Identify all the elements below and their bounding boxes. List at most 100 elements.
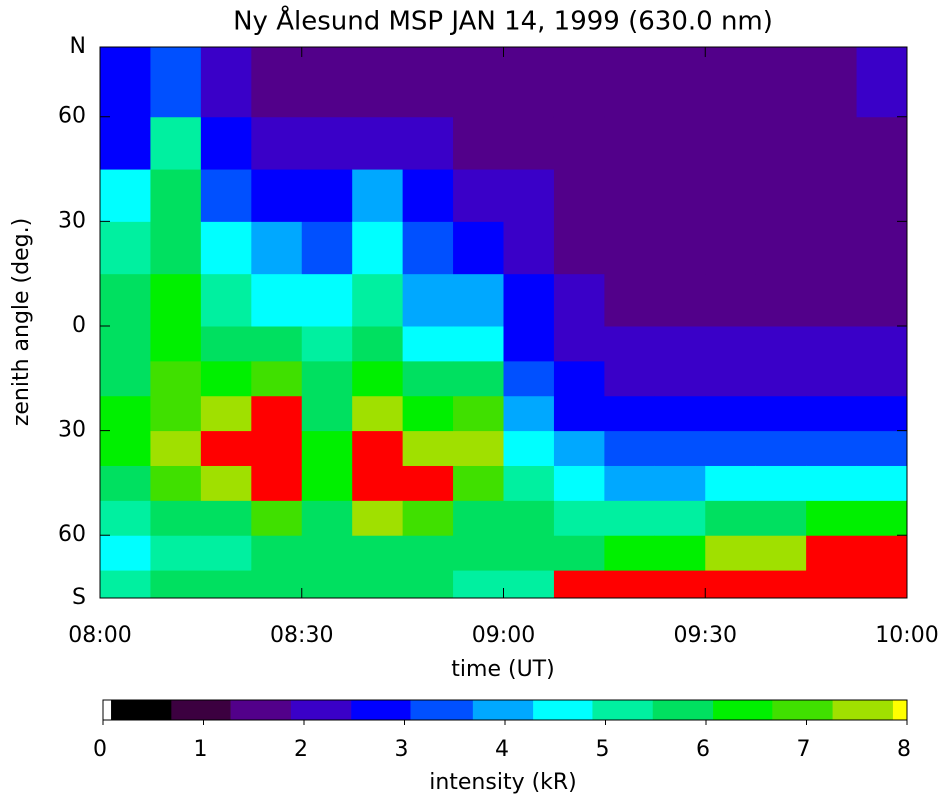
y-axis-label: zenith angle (deg.) <box>9 218 34 426</box>
heatmap-cell <box>200 395 252 432</box>
heatmap-cell <box>856 273 908 327</box>
heatmap-cell <box>503 465 555 501</box>
heatmap-cell <box>755 273 807 327</box>
heatmap-cell <box>100 169 151 222</box>
heatmap-cell <box>301 47 353 118</box>
heatmap-cell <box>856 47 908 118</box>
heatmap-cell <box>200 325 252 362</box>
heatmap-cell <box>301 169 353 222</box>
heatmap-cell <box>150 465 202 501</box>
heatmap-cell <box>705 535 757 571</box>
heatmap-cell <box>755 465 807 501</box>
heatmap-cell <box>654 47 706 118</box>
colorbar-tick-label: 6 <box>696 737 710 762</box>
heatmap-cell <box>755 395 807 432</box>
heatmap-cell <box>352 465 404 501</box>
heatmap-cell <box>755 325 807 362</box>
heatmap-cell <box>200 169 252 222</box>
heatmap-cell <box>806 325 858 362</box>
heatmap-cell <box>100 116 151 170</box>
heatmap-cell <box>301 273 353 327</box>
heatmap-cell <box>100 395 151 432</box>
heatmap-cell <box>251 570 303 599</box>
x-tick-label: 08:30 <box>270 623 333 648</box>
y-tick-label: N <box>70 34 86 59</box>
heatmap-cell <box>100 535 151 571</box>
heatmap-cell <box>604 465 656 501</box>
colorbar-swatch <box>230 700 292 720</box>
heatmap-cell <box>856 360 908 397</box>
heatmap-cell <box>806 273 858 327</box>
heatmap-cell <box>806 430 858 466</box>
heatmap-cell <box>251 535 303 571</box>
heatmap-cell <box>100 325 151 362</box>
colorbar-swatch <box>351 700 411 720</box>
heatmap-cell <box>200 465 252 501</box>
colorbar-swatch <box>892 700 908 720</box>
colorbar-swatch <box>103 700 112 720</box>
heatmap-cell <box>200 535 252 571</box>
heatmap-cell <box>553 273 605 327</box>
heatmap-cell <box>604 169 656 222</box>
colorbar-tick-label: 2 <box>294 737 308 762</box>
heatmap-cell <box>251 47 303 118</box>
heatmap-cell <box>200 221 252 275</box>
heatmap-cell <box>100 465 151 501</box>
heatmap-cell <box>604 500 656 536</box>
heatmap-cell <box>453 395 504 432</box>
heatmap-cell <box>553 116 605 170</box>
heatmap-cell <box>100 221 151 275</box>
heatmap-cell <box>705 570 757 599</box>
heatmap-cell <box>100 430 151 466</box>
heatmap-cell <box>806 360 858 397</box>
colorbar-tick-label: 1 <box>194 737 208 762</box>
heatmap-cell <box>705 395 757 432</box>
x-tick-label: 09:00 <box>472 623 535 648</box>
heatmap-cell <box>402 273 454 327</box>
heatmap-cell <box>553 500 605 536</box>
heatmap-cell <box>200 47 252 118</box>
heatmap-cell <box>150 395 202 432</box>
heatmap-cell <box>604 430 656 466</box>
heatmap-cell <box>453 430 504 466</box>
heatmap-cell <box>503 47 555 118</box>
heatmap-cell <box>402 500 454 536</box>
heatmap-cell <box>150 570 202 599</box>
heatmap-cell <box>654 116 706 170</box>
heatmap-cell <box>453 500 504 536</box>
colorbar-swatch <box>713 700 773 720</box>
heatmap-cell <box>705 430 757 466</box>
heatmap-cell <box>553 360 605 397</box>
heatmap-cell <box>352 116 404 170</box>
heatmap-cell <box>301 535 353 571</box>
heatmap-cell <box>503 395 555 432</box>
heatmap-cell <box>301 500 353 536</box>
heatmap-cell <box>251 273 303 327</box>
heatmap-cell <box>755 570 807 599</box>
heatmap-cell <box>150 221 202 275</box>
heatmap-cell <box>705 273 757 327</box>
heatmap-cell <box>352 325 404 362</box>
x-tick-label: 10:00 <box>875 623 938 648</box>
x-tick-label: 09:30 <box>674 623 737 648</box>
heatmap-cell <box>604 221 656 275</box>
colorbar-tick-label: 4 <box>495 737 509 762</box>
heatmap-cell <box>654 430 706 466</box>
heatmap-cell <box>654 535 706 571</box>
heatmap-cell <box>806 535 858 571</box>
heatmap-cell <box>654 169 706 222</box>
heatmap-cell <box>200 430 252 466</box>
heatmap-cell <box>705 47 757 118</box>
colorbar-tick-label: 7 <box>797 737 811 762</box>
chart-title: Ny Ålesund MSP JAN 14, 1999 (630.0 nm) <box>233 5 773 37</box>
heatmap-cell <box>251 465 303 501</box>
heatmap-cell <box>806 570 858 599</box>
heatmap-cell <box>200 500 252 536</box>
heatmap-cell <box>251 325 303 362</box>
heatmap-cell <box>352 395 404 432</box>
heatmap-cell <box>301 221 353 275</box>
colorbar-swatch <box>290 700 352 720</box>
heatmap-cell <box>352 360 404 397</box>
heatmap-cell <box>453 47 504 118</box>
heatmap-cell <box>200 570 252 599</box>
